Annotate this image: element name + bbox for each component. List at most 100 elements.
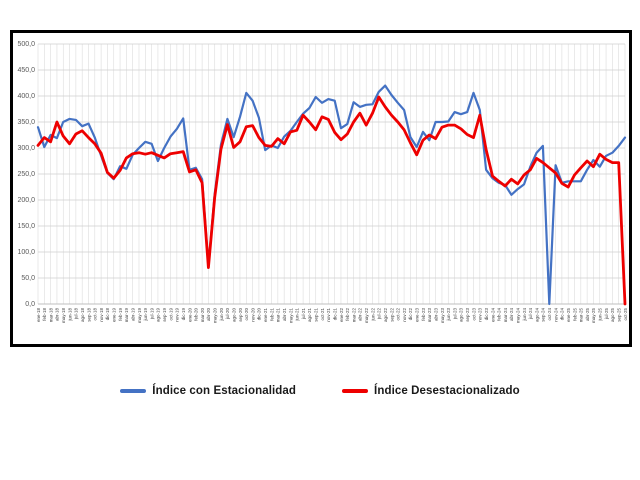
x-tick-label: sep-20 (238, 308, 243, 322)
y-tick-label: 0,0 (25, 300, 35, 308)
x-tick-label: dic-18 (105, 308, 110, 321)
x-tick-label: dic-22 (408, 308, 413, 321)
x-tick-label: abr-24 (509, 308, 514, 322)
x-tick-label: sep-18 (86, 308, 91, 322)
series-line-desestacionalizado (36, 95, 627, 306)
x-tick-label: jun-23 (446, 308, 451, 322)
x-tick-label: sep-21 (314, 308, 319, 322)
legend-label-con-estacionalidad: Índice con Estacionalidad (152, 385, 297, 397)
x-tick-label: oct-24 (547, 308, 552, 321)
x-tick-label: jul-18 (74, 308, 79, 321)
x-tick-label: jun-22 (370, 308, 375, 322)
x-tick-label: dic-23 (484, 308, 489, 321)
x-tick-label: ago-22 (383, 308, 388, 323)
chart-frame: ene-18 feb-18 mar-18 abr-18 may-18 jun-18 jul-… (10, 30, 632, 347)
x-tick-label: feb-22 (345, 308, 350, 321)
x-tick-label: may-21 (288, 308, 293, 324)
y-tick-label: 300,0 (17, 144, 35, 152)
x-tick-label: mar-22 (351, 308, 356, 323)
x-tick-label: nov-24 (553, 308, 558, 322)
x-tick-label: ene-25 (566, 308, 571, 323)
x-tick-label: nov-19 (175, 308, 180, 322)
x-tick-label: ene-20 (187, 308, 192, 323)
x-tick-label: ago-19 (156, 308, 161, 323)
x-tick-label: jul-19 (149, 308, 154, 321)
x-tick-label: jun-25 (598, 308, 603, 322)
x-tick-label: ene-22 (339, 308, 344, 323)
y-tick-label: 350,0 (17, 118, 35, 126)
x-tick-label: may-23 (440, 308, 445, 324)
legend-item-con-estacionalidad: Índice con Estacionalidad (120, 385, 296, 397)
x-tick-label: jul-23 (452, 308, 457, 321)
x-tick-label: mar-23 (427, 308, 432, 323)
x-tick-label: ago-20 (231, 308, 236, 323)
legend-line-blue-icon (120, 389, 147, 393)
x-tick-label: may-19 (137, 308, 142, 324)
y-tick-label: 250,0 (17, 170, 35, 178)
x-tick-label: jul-24 (528, 308, 533, 321)
x-tick-label: mar-25 (579, 308, 584, 323)
x-tick-label: jul-21 (301, 308, 306, 321)
x-tick-label: jul-20 (225, 308, 230, 321)
y-tick-label: 100,0 (17, 248, 35, 256)
legend-label-desestacionalizado: Índice Desestacionalizado (374, 385, 520, 397)
x-tick-label: abr-20 (206, 308, 211, 322)
legend: Índice con Estacionalidad Índice Desesta… (0, 385, 640, 397)
x-tick-label: mar-20 (200, 308, 205, 323)
x-tick-label: oct-18 (93, 308, 98, 321)
x-tick-label: ago-23 (459, 308, 464, 323)
x-tick-label: nov-23 (478, 308, 483, 322)
x-tick-label: sep-22 (389, 308, 394, 322)
x-tick-label: sep-25 (616, 308, 621, 322)
legend-line-red-icon (342, 389, 369, 393)
x-tick-label: may-22 (364, 308, 369, 324)
x-tick-label: jun-21 (295, 308, 300, 322)
x-tick-label: mar-21 (276, 308, 281, 323)
x-tick-label: feb-18 (42, 308, 47, 321)
series-line-con-estacionalidad (36, 84, 627, 306)
x-tick-label: mar-24 (503, 308, 508, 323)
x-tick-label: feb-24 (497, 308, 502, 321)
x-tick-label: feb-21 (269, 308, 274, 321)
x-tick-label: dic-24 (560, 308, 565, 321)
y-tick-label: 400,0 (17, 92, 35, 100)
y-tick-label: 200,0 (17, 196, 35, 204)
x-tick-label: oct-19 (168, 308, 173, 321)
x-tick-label: abr-18 (55, 308, 60, 322)
x-tick-label: feb-23 (421, 308, 426, 321)
x-tick-label: oct-23 (471, 308, 476, 321)
x-tick-label: sep-19 (162, 308, 167, 322)
x-tick-label: ago-21 (307, 308, 312, 323)
x-tick-label: jun-18 (67, 308, 72, 322)
x-tick-label: abr-22 (358, 308, 363, 322)
x-tick-label: oct-20 (244, 308, 249, 321)
x-tick-label: oct-25 (623, 308, 628, 321)
x-tick-label: may-18 (61, 308, 66, 324)
x-tick-label: jul-22 (377, 308, 382, 321)
x-tick-label: mar-18 (48, 308, 53, 323)
x-tick-label: dic-20 (257, 308, 262, 321)
x-tick-label: ene-19 (112, 308, 117, 323)
y-tick-label: 450,0 (17, 66, 35, 74)
x-tick-label: ago-18 (80, 308, 85, 323)
x-tick-label: nov-22 (402, 308, 407, 322)
x-tick-label: jun-19 (143, 308, 148, 322)
x-tick-label: dic-21 (332, 308, 337, 321)
x-tick-label: ago-24 (534, 308, 539, 323)
y-tick-label: 500,0 (17, 40, 35, 48)
x-axis-labels: ene-18 feb-18 mar-18 abr-18 may-18 jun-18 jul-… (36, 308, 628, 324)
x-tick-label: nov-20 (250, 308, 255, 322)
horizontal-gridlines (38, 43, 625, 305)
y-tick-label: 150,0 (17, 222, 35, 230)
x-tick-label: sep-24 (541, 308, 546, 322)
x-tick-label: nov-21 (326, 308, 331, 322)
x-tick-label: may-20 (213, 308, 218, 324)
x-tick-label: abr-25 (585, 308, 590, 322)
x-tick-label: nov-18 (99, 308, 104, 322)
x-tick-label: abr-19 (130, 308, 135, 322)
x-tick-label: ene-24 (490, 308, 495, 323)
x-tick-label: sep-23 (465, 308, 470, 322)
plot-svg: ene-18 feb-18 mar-18 abr-18 may-18 jun-18 jul-… (36, 43, 628, 324)
x-tick-label: mar-19 (124, 308, 129, 323)
x-tick-label: jun-24 (522, 308, 527, 322)
